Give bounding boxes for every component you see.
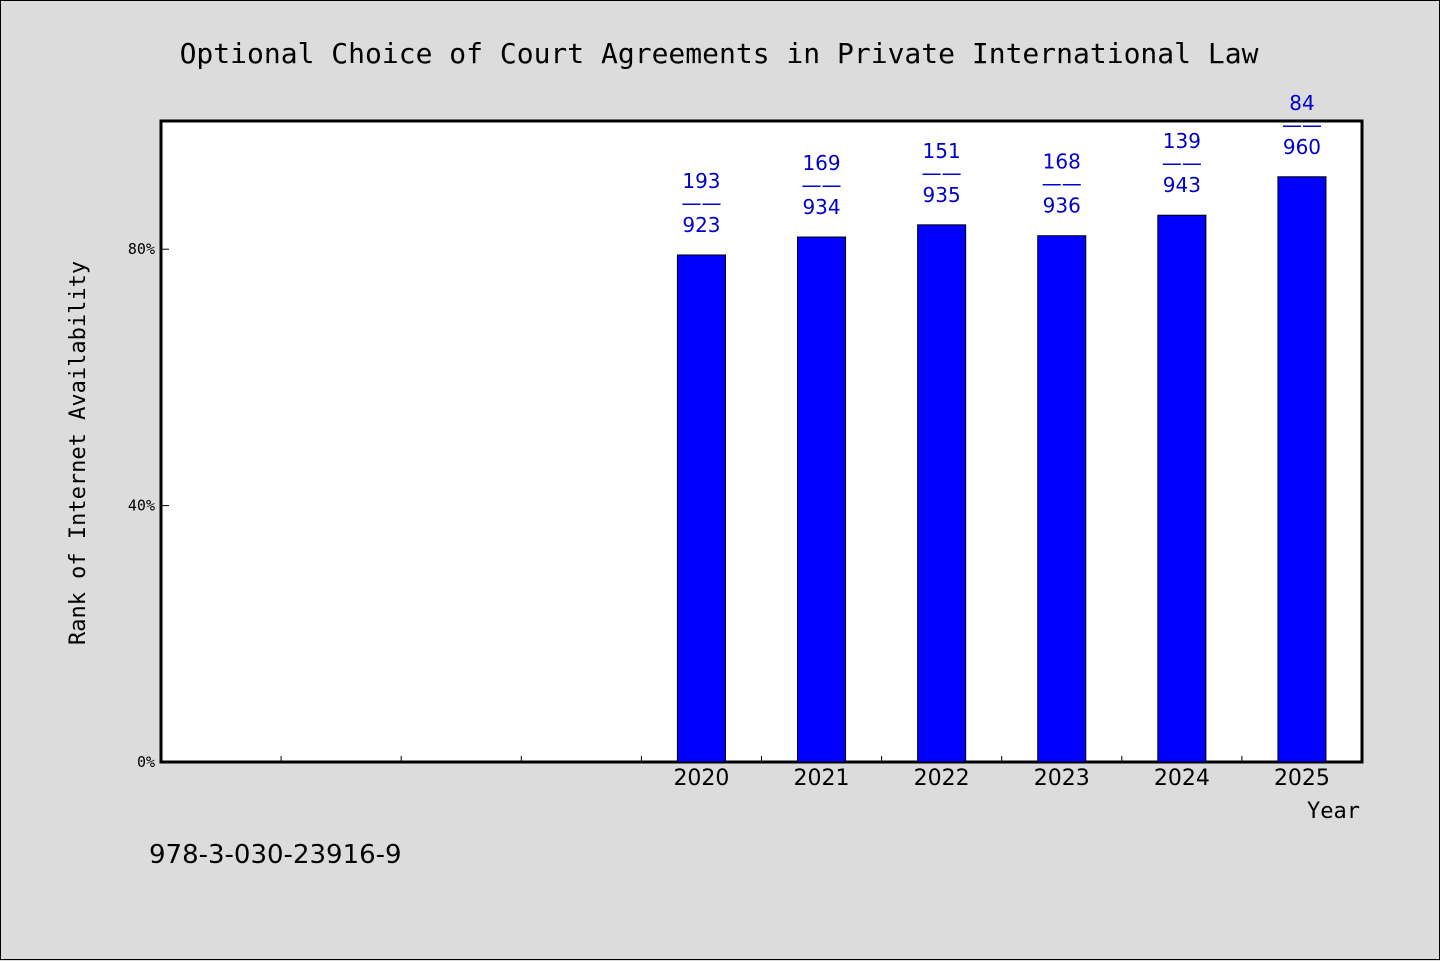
y-tick-label: 40% xyxy=(128,497,155,515)
data-label-bottom: 934 xyxy=(802,195,840,219)
data-label-separator: —— xyxy=(802,173,842,197)
x-tick-label: 2022 xyxy=(914,766,970,791)
isbn-text: 978-3-030-23916-9 xyxy=(149,840,402,870)
y-axis-label: Rank of Internet Availability xyxy=(66,261,91,645)
data-label-bottom: 936 xyxy=(1043,194,1081,218)
bar-2021 xyxy=(797,236,847,763)
bar-2022 xyxy=(917,224,967,763)
x-axis-label: Year xyxy=(1307,799,1360,824)
data-label-top: 169 xyxy=(802,151,840,175)
data-label-top: 84 xyxy=(1289,91,1314,115)
x-tick-label: 2020 xyxy=(673,766,729,791)
data-label-top: 193 xyxy=(682,169,720,193)
data-label-separator: —— xyxy=(1162,151,1202,175)
data-label-bottom: 960 xyxy=(1283,135,1321,159)
x-tick-label: 2021 xyxy=(794,766,850,791)
chart-title: Optional Choice of Court Agreements in P… xyxy=(180,37,1259,70)
data-label-separator: —— xyxy=(922,161,962,185)
bar-2023 xyxy=(1037,235,1087,763)
y-tick-label: 80% xyxy=(128,240,155,258)
data-label-bottom: 935 xyxy=(923,183,961,207)
x-tick-label: 2023 xyxy=(1034,766,1090,791)
data-label-separator: —— xyxy=(1042,172,1082,196)
data-label-separator: —— xyxy=(681,191,721,215)
data-labels-layer: 193——923169——934151——935168——936139——943… xyxy=(681,91,1321,237)
bar-2025 xyxy=(1277,176,1327,763)
x-tick-label: 2025 xyxy=(1274,766,1330,791)
data-label-separator: —— xyxy=(1282,113,1322,137)
data-label-top: 151 xyxy=(923,139,961,163)
y-axis: 0% 40% 80% xyxy=(128,240,169,771)
bar-2024 xyxy=(1157,214,1207,763)
bar-2020 xyxy=(676,254,726,763)
bars-layer xyxy=(676,176,1327,763)
data-label-top: 168 xyxy=(1043,150,1081,174)
data-label-bottom: 943 xyxy=(1163,173,1201,197)
x-axis: 2020 2021 2022 2023 2024 2025 xyxy=(280,756,1330,791)
x-tick-label: 2024 xyxy=(1154,766,1210,791)
y-tick-label: 0% xyxy=(137,753,155,771)
data-label-top: 139 xyxy=(1163,129,1201,153)
data-label-bottom: 923 xyxy=(682,213,720,237)
